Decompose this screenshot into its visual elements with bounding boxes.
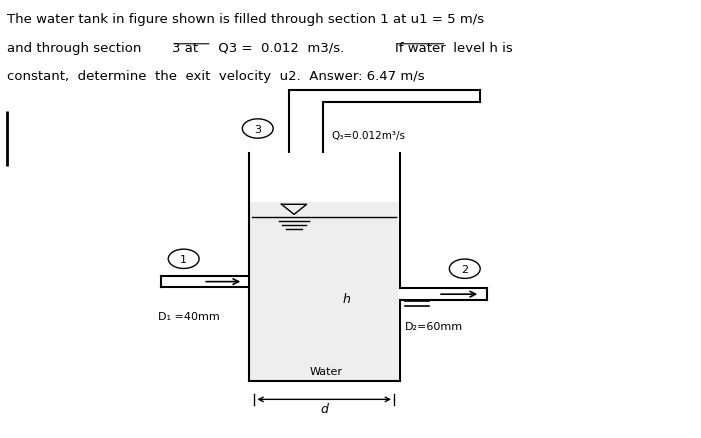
Text: D₂=60mm: D₂=60mm — [405, 321, 463, 332]
Text: D₁ =40mm: D₁ =40mm — [158, 312, 219, 322]
Text: 1: 1 — [180, 254, 187, 264]
Bar — [250, 202, 398, 380]
Text: 3 at: 3 at — [172, 42, 198, 55]
Text: d: d — [320, 402, 328, 415]
Circle shape — [168, 250, 199, 269]
Text: If water: If water — [395, 42, 445, 55]
Text: The water tank in figure shown is filled through section 1 at u1 = 5 m/s: The water tank in figure shown is filled… — [7, 13, 484, 26]
Circle shape — [449, 259, 480, 279]
Text: level h is: level h is — [449, 42, 512, 55]
Text: and through section: and through section — [7, 42, 146, 55]
Text: 2: 2 — [461, 264, 468, 274]
Text: h: h — [342, 293, 350, 306]
Text: Q₃=0.012m³/s: Q₃=0.012m³/s — [332, 131, 405, 141]
Text: 3: 3 — [254, 124, 261, 134]
Text: constant,  determine  the  exit  velocity  u2.  Answer: 6.47 m/s: constant, determine the exit velocity u2… — [7, 70, 425, 83]
Text: Q3 =  0.012  m3/s.: Q3 = 0.012 m3/s. — [214, 42, 348, 55]
Circle shape — [243, 120, 273, 139]
Text: Water: Water — [309, 366, 342, 376]
